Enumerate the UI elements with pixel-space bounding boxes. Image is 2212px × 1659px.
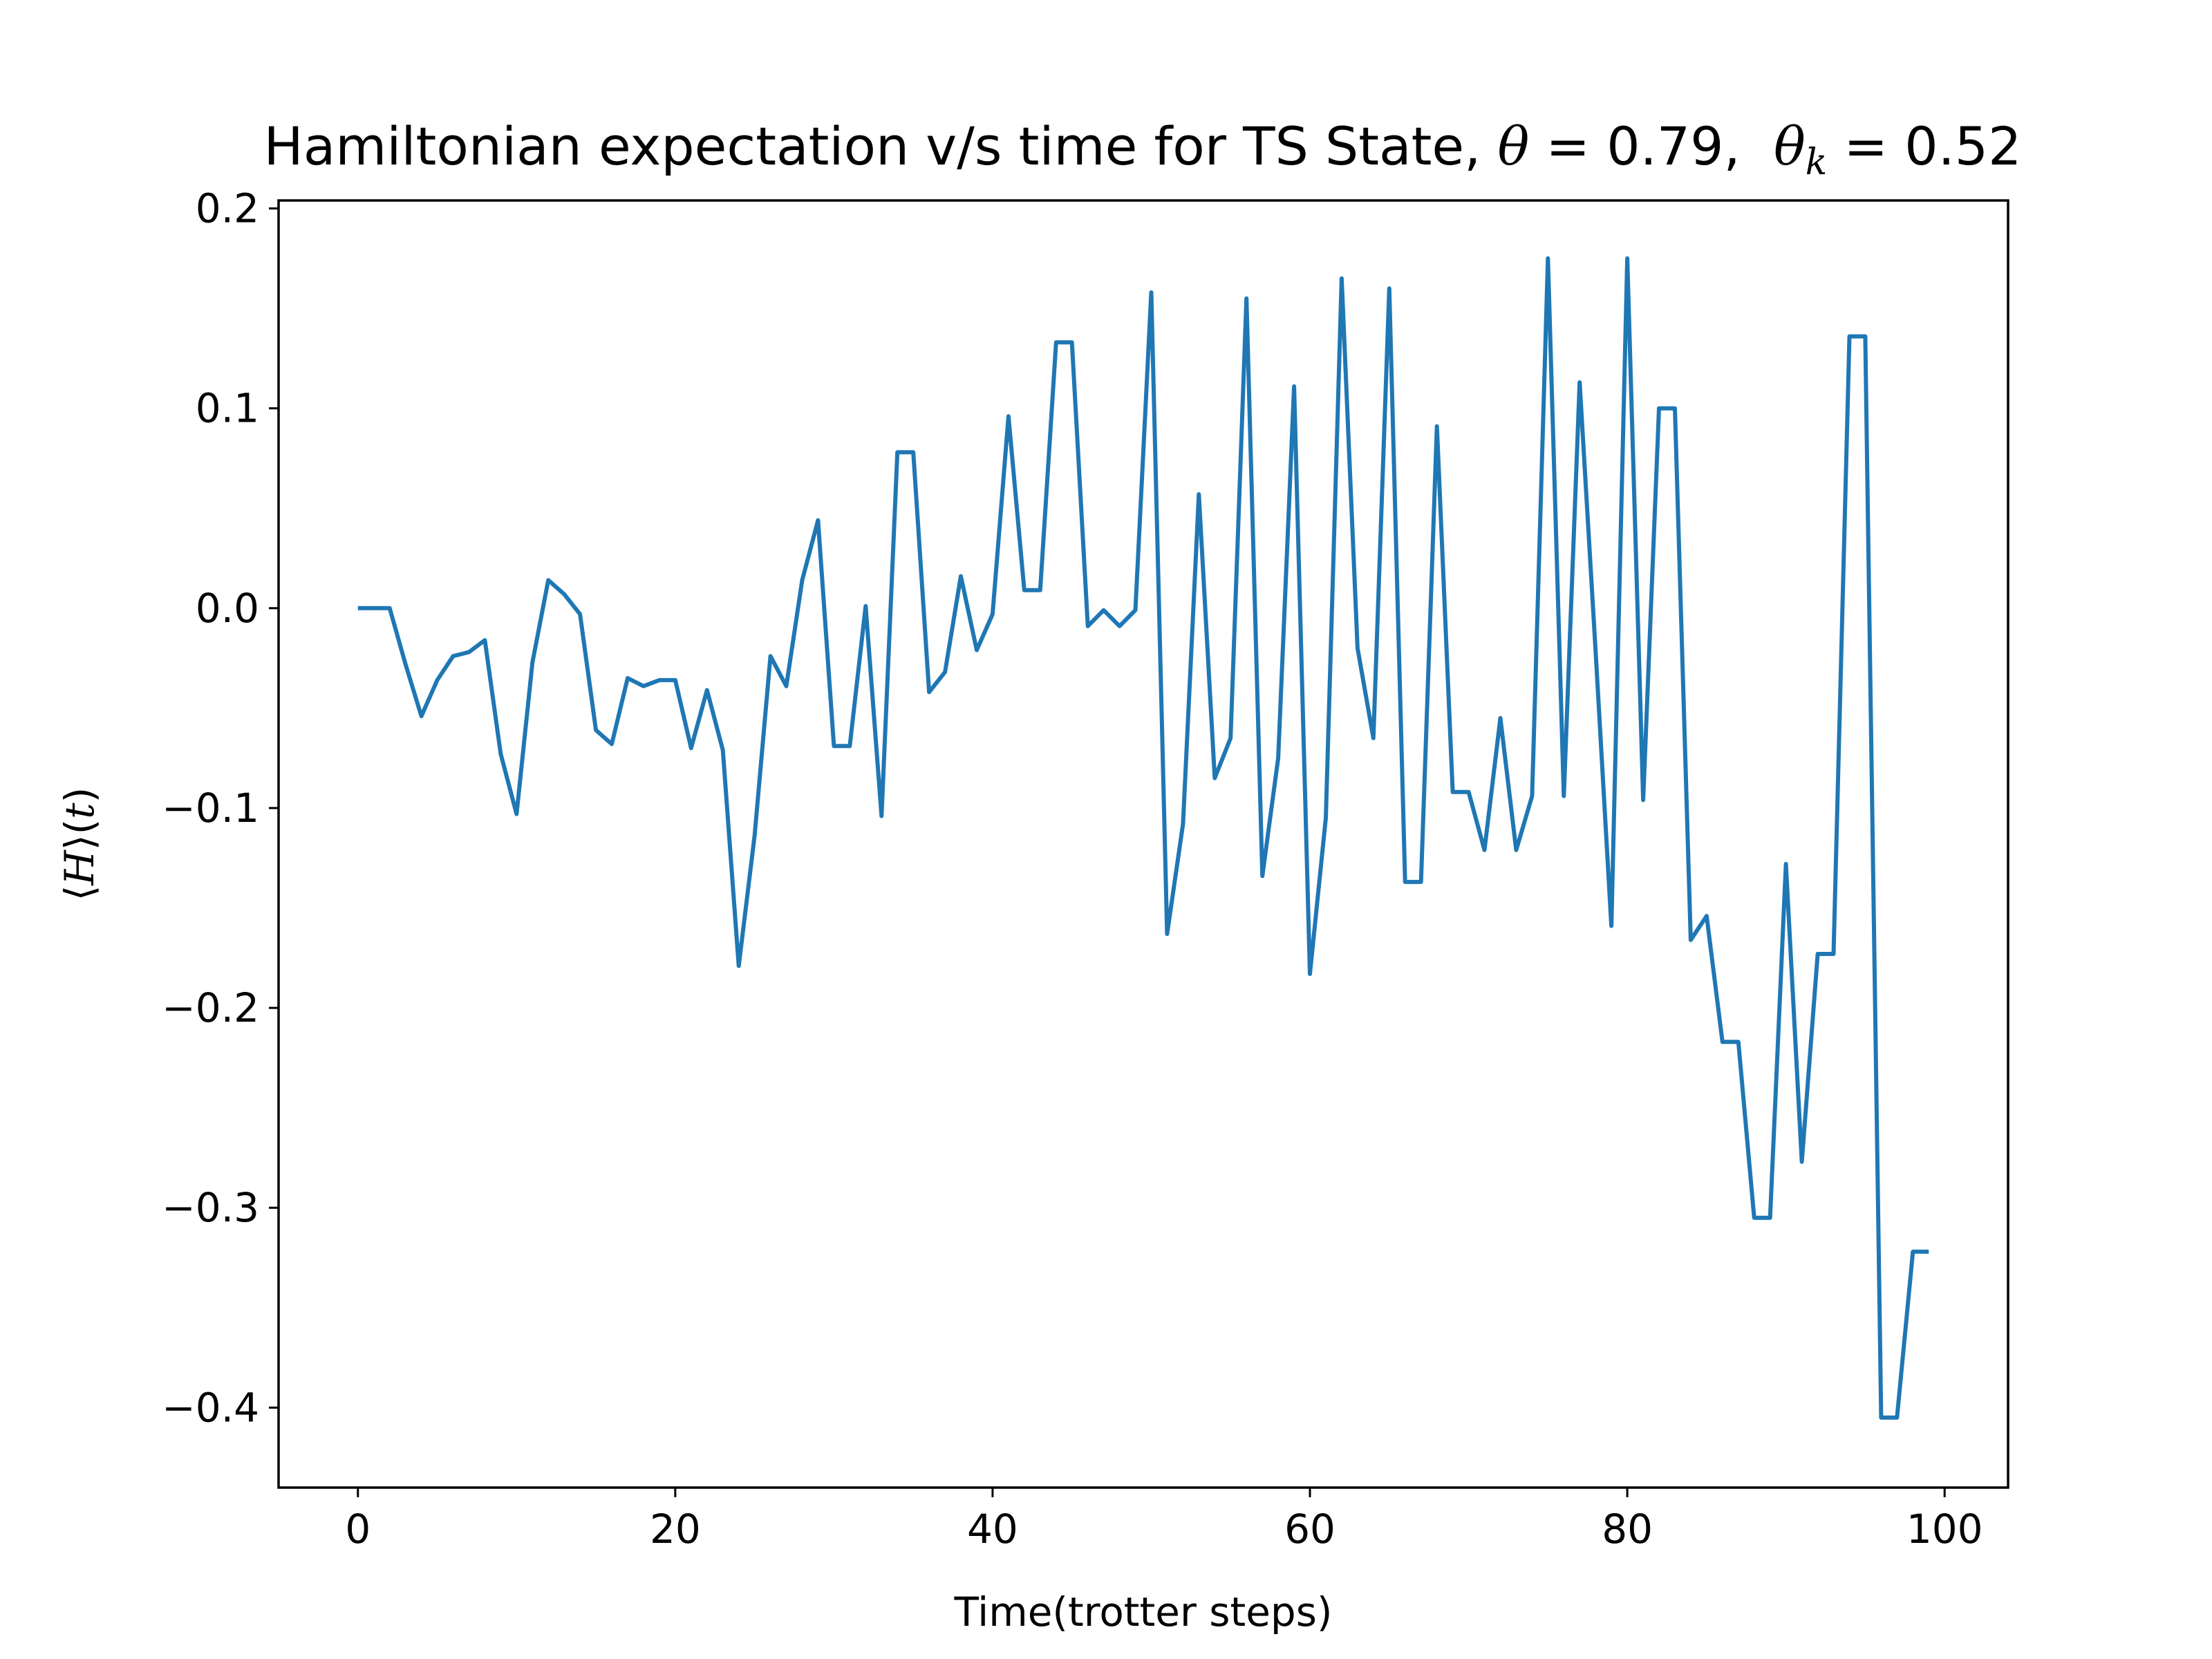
y-axis-ticks: 0.2 0.1 0.0 −0.1 −0.2 −0.3 −0.4 <box>162 185 279 1431</box>
title-theta-k-value: = 0.52 <box>1827 115 2021 177</box>
x-tick-label: 80 <box>1602 1506 1653 1553</box>
title-theta-k-subscript: k <box>1806 142 1828 183</box>
x-tick-label: 0 <box>345 1506 371 1553</box>
y-tick-label: 0.1 <box>196 385 259 432</box>
y-tick-label: 0.0 <box>196 585 259 632</box>
y-label-open-bracket: ⟨ <box>56 885 103 901</box>
x-axis-ticks: 0 20 40 60 80 100 <box>345 1488 1983 1553</box>
x-tick-label: 40 <box>967 1506 1018 1553</box>
axes-frame <box>277 199 2009 1489</box>
y-tick-label: −0.1 <box>162 785 259 832</box>
y-label-h: H <box>56 850 103 886</box>
x-tick-label: 60 <box>1284 1506 1335 1553</box>
x-tick-label: 20 <box>650 1506 701 1553</box>
y-axis-label: ⟨H⟩(t) <box>56 787 103 901</box>
x-axis-label: Time(trotter steps) <box>953 1588 1332 1635</box>
y-tick-label: −0.2 <box>162 984 259 1031</box>
plot-area <box>277 199 2009 1489</box>
y-tick-label: 0.2 <box>196 185 259 232</box>
y-label-close-bracket: ⟩ <box>56 834 103 850</box>
y-label-paren-close: ) <box>56 787 103 803</box>
series-line-hamiltonian <box>357 256 1929 1420</box>
x-tick-label: 100 <box>1906 1506 1983 1553</box>
y-tick-label: −0.3 <box>162 1184 259 1231</box>
y-label-t: t <box>56 803 103 819</box>
title-theta-k-symbol: θ <box>1774 115 1806 177</box>
chart-title: Hamiltonian expectation v/s time for TS … <box>264 115 2022 183</box>
title-prefix: Hamiltonian expectation v/s time for TS … <box>264 115 1498 177</box>
title-theta-symbol: θ <box>1497 115 1529 177</box>
title-theta-value: = 0.79, <box>1529 115 1774 177</box>
y-label-paren-open: ( <box>56 819 103 835</box>
y-tick-label: −0.4 <box>162 1384 259 1431</box>
